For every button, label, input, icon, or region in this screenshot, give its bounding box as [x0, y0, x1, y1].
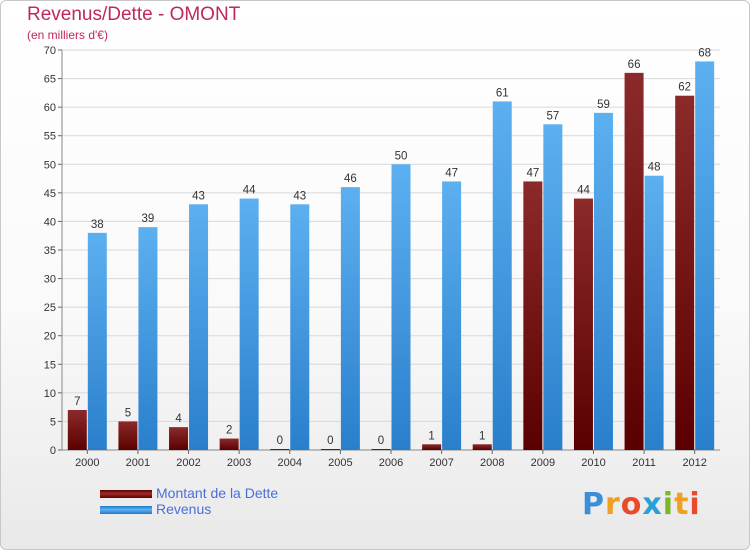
- x-tick-label: 2000: [75, 457, 99, 469]
- value-label-revenus: 57: [546, 110, 559, 122]
- legend-swatch-revenus: [100, 506, 152, 514]
- y-tick-label: 50: [44, 159, 56, 171]
- y-tick-label: 5: [50, 416, 56, 428]
- logo-letter: i: [689, 487, 701, 522]
- x-tick-label: 2002: [176, 457, 200, 469]
- value-label-dette: 4: [175, 413, 182, 425]
- bar-dette: [472, 444, 492, 450]
- y-tick-label: 10: [44, 388, 56, 400]
- bar-dette: [118, 421, 138, 450]
- x-tick-label: 2011: [632, 457, 656, 469]
- y-tick-label: 35: [44, 245, 56, 257]
- chart-title: Revenus/Dette - OMONT: [27, 4, 241, 25]
- value-labels: 7 38 5 39 4 43 2 44 0 43 0 46 0 50 1 47 1 61 47 57 44 59 66 48 6…: [74, 47, 711, 447]
- y-tick-label: 70: [44, 45, 56, 57]
- bar-revenus: [593, 112, 613, 450]
- x-tick-label: 2004: [278, 457, 302, 469]
- x-tick-label: 2012: [682, 457, 706, 469]
- value-label-revenus: 50: [395, 150, 408, 162]
- value-label-revenus: 38: [91, 219, 104, 231]
- bars: [67, 61, 715, 451]
- bar-revenus: [695, 61, 715, 451]
- grid-lines: [62, 49, 720, 451]
- bar-dette: [169, 427, 189, 450]
- y-tick-label: 0: [50, 445, 56, 457]
- legend-swatch-dette: [100, 490, 152, 498]
- bar-revenus: [87, 232, 107, 450]
- bar-revenus: [391, 164, 411, 451]
- value-label-dette: 0: [327, 435, 333, 447]
- value-label-dette: 1: [479, 430, 485, 442]
- bar-dette: [67, 410, 87, 450]
- y-tick-label: 40: [44, 216, 56, 228]
- y-tick-label: 15: [44, 359, 56, 371]
- value-label-revenus: 47: [445, 167, 458, 179]
- logo-letter: t: [674, 487, 690, 522]
- y-tick-label: 30: [44, 274, 56, 286]
- logo-letter: r: [605, 487, 621, 522]
- value-label-dette: 5: [125, 407, 131, 419]
- x-tick-label: 2006: [379, 457, 403, 469]
- x-tick-label: 2007: [429, 457, 453, 469]
- value-label-revenus: 43: [293, 190, 306, 202]
- x-tick-label: 2001: [126, 457, 150, 469]
- value-label-revenus: 61: [496, 87, 509, 99]
- y-tick-label: 55: [44, 131, 56, 143]
- value-label-revenus: 39: [142, 213, 155, 225]
- x-tick-label: 2005: [328, 457, 352, 469]
- value-label-revenus: 48: [648, 162, 661, 174]
- value-label-dette: 0: [378, 435, 384, 447]
- proxiti-logo: Proxiti: [582, 487, 701, 522]
- bar-dette: [624, 72, 644, 450]
- y-tick-label: 25: [44, 302, 56, 314]
- bar-revenus: [492, 101, 512, 450]
- y-tick-label: 20: [44, 331, 56, 343]
- x-tick-label: 2008: [480, 457, 504, 469]
- bar-dette: [675, 95, 695, 450]
- bar-revenus: [442, 181, 462, 450]
- logo-letter: o: [620, 487, 643, 522]
- value-label-revenus: 46: [344, 173, 357, 185]
- bar-dette: [573, 198, 593, 450]
- logo-letter: x: [642, 487, 663, 522]
- bar-dette: [219, 438, 239, 450]
- y-tick-label: 45: [44, 188, 56, 200]
- value-label-dette: 1: [428, 430, 434, 442]
- bar-revenus: [290, 204, 310, 450]
- value-label-revenus: 43: [192, 190, 205, 202]
- y-tick-label: 60: [44, 102, 56, 114]
- bar-revenus: [239, 198, 259, 450]
- bar-revenus: [644, 175, 664, 450]
- bar-dette: [371, 449, 391, 450]
- value-label-dette: 7: [74, 396, 80, 408]
- x-tick-label: 2009: [531, 457, 555, 469]
- value-label-dette: 66: [628, 59, 641, 71]
- y-tick-label: 65: [44, 74, 56, 86]
- value-label-dette: 0: [277, 435, 283, 447]
- value-label-dette: 47: [526, 167, 539, 179]
- bar-revenus: [189, 204, 209, 450]
- logo-letter: i: [662, 487, 675, 522]
- value-label-revenus: 59: [597, 99, 610, 111]
- bar-revenus: [138, 227, 158, 450]
- bar-dette: [320, 449, 340, 450]
- bar-dette: [270, 449, 290, 450]
- value-label-revenus: 68: [698, 47, 711, 59]
- legend-label-dette: Montant de la Dette: [156, 485, 279, 501]
- value-label-dette: 44: [577, 185, 590, 197]
- bar-dette: [422, 444, 442, 450]
- value-label-revenus: 44: [243, 185, 256, 197]
- bar-revenus: [340, 187, 360, 450]
- value-label-dette: 2: [226, 425, 232, 437]
- legend-label-revenus: Revenus: [156, 501, 212, 517]
- value-label-dette: 62: [678, 82, 691, 94]
- logo-letter: P: [582, 487, 605, 522]
- bar-dette: [523, 181, 543, 450]
- bar-revenus: [543, 124, 563, 451]
- x-tick-label: 2010: [581, 457, 605, 469]
- chart-subtitle: (en milliers d'€): [27, 28, 108, 42]
- x-tick-label: 2003: [227, 457, 251, 469]
